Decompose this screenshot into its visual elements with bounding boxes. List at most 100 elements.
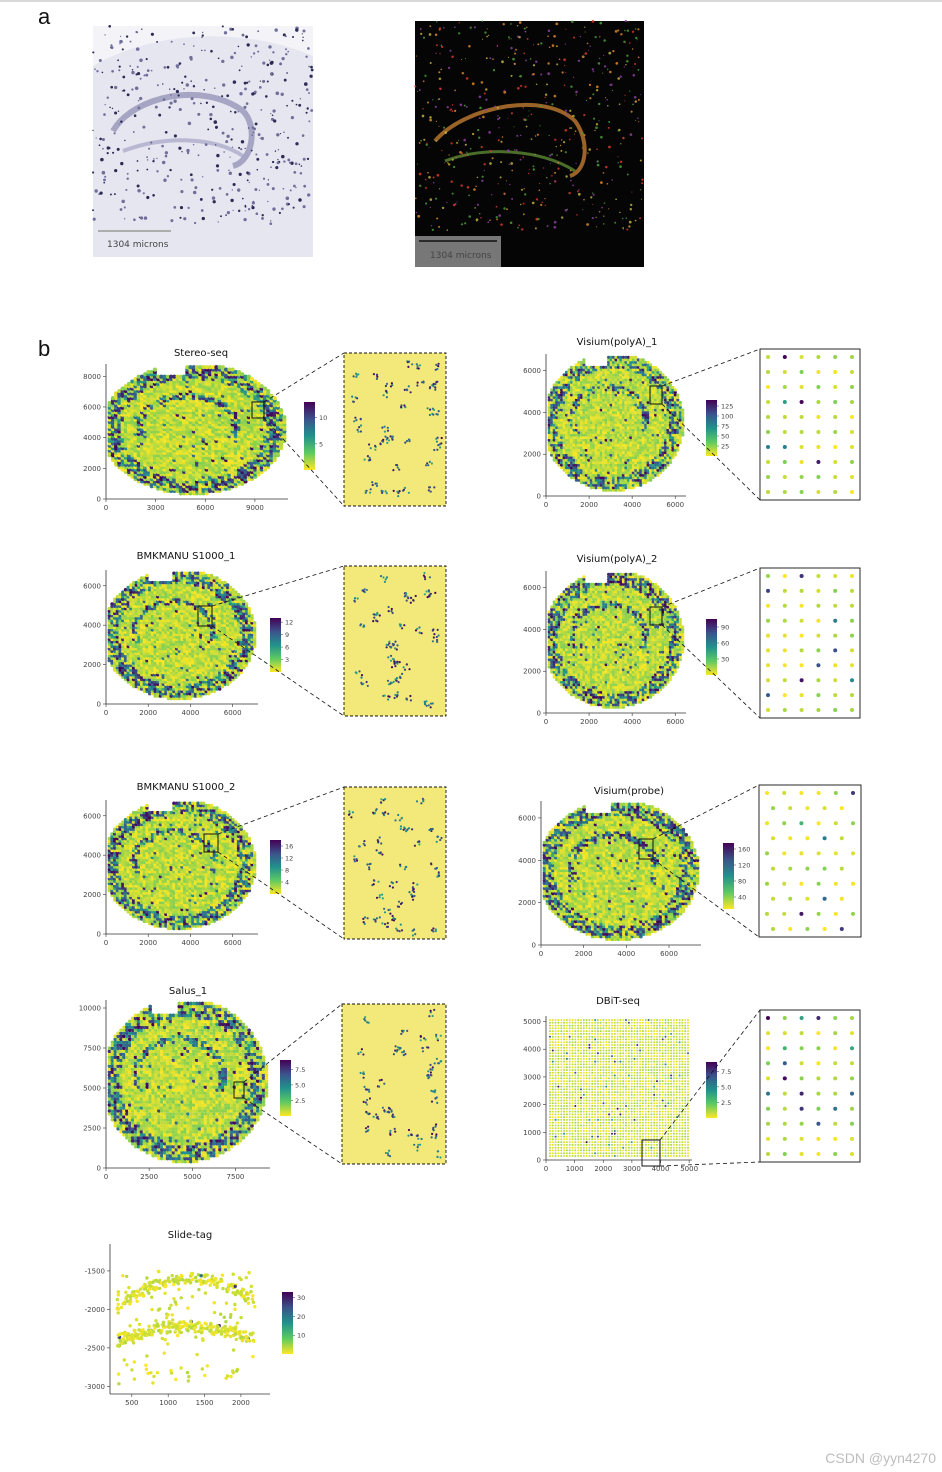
spot [602, 418, 606, 422]
fluo-dot [436, 173, 440, 177]
spot [574, 466, 578, 470]
spot [614, 408, 618, 412]
spot [159, 374, 164, 379]
fluo-dot [609, 84, 612, 86]
fluo-dot [422, 80, 425, 83]
spot [609, 405, 613, 409]
ish-dot [190, 97, 194, 101]
fluo-dot [629, 90, 631, 92]
ish-dot [217, 57, 220, 60]
spot [614, 466, 618, 470]
spot [582, 403, 586, 407]
ish-dot [231, 189, 234, 191]
ish-dot [254, 188, 258, 191]
ish-dot [99, 191, 103, 195]
fluo-dot [451, 55, 454, 58]
ish-dot [175, 64, 179, 68]
spot [560, 413, 564, 417]
spot [607, 443, 611, 447]
spot [547, 420, 551, 425]
spot [589, 398, 593, 402]
inset-spot [417, 367, 420, 370]
ish-dot [141, 28, 143, 30]
spot [564, 418, 569, 422]
fluo-dot [605, 165, 608, 169]
spot [604, 478, 608, 482]
fluo-dot [439, 29, 441, 31]
fluo-dot [506, 208, 508, 211]
fluo-dot [592, 117, 596, 120]
fluo-dot [563, 84, 566, 87]
spot [579, 393, 583, 397]
spot [572, 420, 576, 425]
spot [572, 395, 576, 399]
spot [577, 405, 581, 409]
spot [597, 398, 601, 402]
spot [584, 433, 588, 437]
spot [599, 486, 603, 490]
spot [614, 385, 618, 389]
spot [611, 428, 616, 432]
spot [621, 363, 625, 367]
fluo-dot [458, 32, 461, 35]
fluo-dot [548, 46, 551, 49]
spot [589, 420, 593, 425]
spot [110, 396, 115, 401]
spot [569, 473, 574, 477]
fluo-dot [529, 58, 532, 60]
spot [574, 441, 578, 445]
spot [604, 375, 608, 379]
spot [589, 413, 593, 417]
fluo-dot [429, 116, 432, 119]
ish-dot [120, 120, 123, 123]
ish-dot [281, 56, 285, 61]
fluo-dot [517, 226, 519, 229]
spot [572, 435, 576, 440]
ish-dot [173, 206, 177, 209]
fluo-dot [577, 192, 581, 196]
ish-dot [180, 190, 184, 194]
spot [604, 448, 608, 452]
spot [604, 471, 608, 475]
spot [579, 388, 583, 392]
spot [604, 441, 608, 445]
spot [607, 415, 611, 420]
spot [577, 461, 581, 465]
spot [607, 385, 611, 389]
fluo-dot [525, 125, 528, 128]
ish-dot [298, 163, 301, 166]
spot [592, 435, 596, 440]
spot [547, 398, 551, 402]
spot [604, 413, 608, 417]
ish-dot [104, 175, 107, 178]
ish-dot [192, 101, 196, 105]
ish-dot [183, 43, 185, 46]
y-tick-label: 0 [97, 496, 101, 504]
spot [597, 393, 601, 397]
spot [572, 405, 576, 409]
spot [557, 448, 561, 452]
fluo-dot [571, 20, 574, 24]
spot [579, 446, 583, 450]
ish-dot [183, 88, 185, 90]
spot [567, 400, 571, 404]
spot [589, 408, 593, 412]
spot [552, 446, 556, 450]
ish-dot [225, 140, 229, 144]
ish-dot [137, 106, 141, 110]
spot [550, 420, 554, 425]
fluo-dot [553, 34, 556, 38]
fluo-dot [489, 149, 492, 153]
inset-spot [432, 385, 435, 388]
spot [614, 438, 618, 442]
fluo-dot [595, 126, 598, 130]
fluo-dot [595, 89, 599, 92]
spot [120, 386, 125, 391]
spot [604, 400, 608, 404]
spot [555, 380, 559, 384]
spot [602, 458, 606, 462]
fluo-dot [553, 94, 557, 98]
spot [597, 430, 601, 435]
spot [572, 456, 576, 460]
spot [587, 461, 591, 465]
